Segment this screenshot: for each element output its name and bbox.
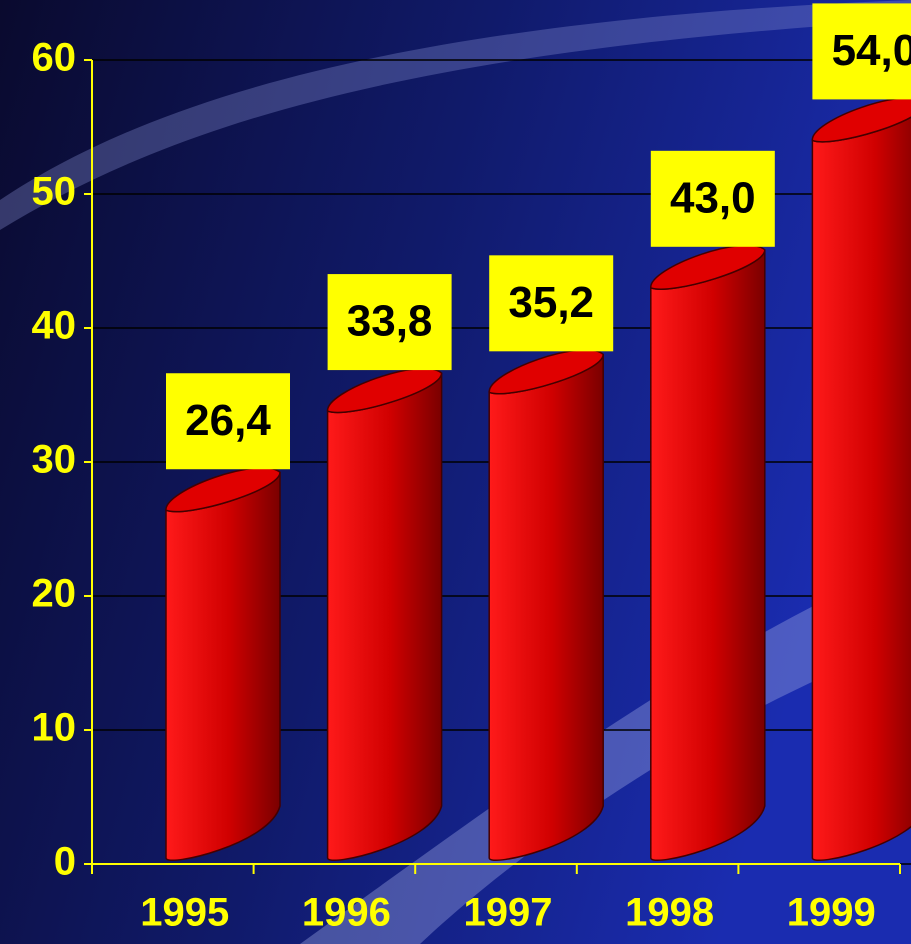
- x-tick-label: 1999: [787, 891, 876, 935]
- x-tick-label: 1996: [302, 891, 391, 935]
- y-tick-label: 60: [32, 36, 77, 80]
- y-tick-label: 30: [32, 438, 77, 482]
- y-tick-label: 0: [54, 840, 76, 884]
- bar: [165, 472, 281, 862]
- value-label: 54,0: [832, 26, 911, 75]
- value-label-box: [327, 274, 452, 371]
- bar-top: [326, 367, 443, 414]
- bar: [488, 354, 604, 862]
- bar-top: [165, 467, 281, 513]
- y-tick-label: 40: [32, 304, 77, 348]
- bar: [326, 372, 443, 862]
- x-tick-label: 1997: [464, 891, 553, 935]
- x-tick-label: 1998: [625, 891, 714, 935]
- x-tick-label: 1995: [140, 891, 229, 935]
- bar: [650, 249, 766, 862]
- value-label-box: [650, 150, 775, 247]
- value-label: 35,2: [508, 278, 594, 327]
- value-label: 26,4: [185, 396, 271, 445]
- bar-top: [488, 349, 604, 395]
- bar-top: [811, 97, 911, 143]
- bar: [811, 116, 911, 862]
- value-label-box: [166, 373, 290, 470]
- value-label: 33,8: [347, 297, 433, 346]
- y-tick-label: 20: [32, 572, 77, 616]
- value-label-box: [489, 255, 614, 352]
- y-tick-label: 50: [32, 170, 77, 214]
- value-label-box: [812, 3, 911, 100]
- y-tick-label: 10: [32, 706, 77, 750]
- bar-top: [650, 244, 766, 290]
- value-label: 43,0: [670, 173, 756, 222]
